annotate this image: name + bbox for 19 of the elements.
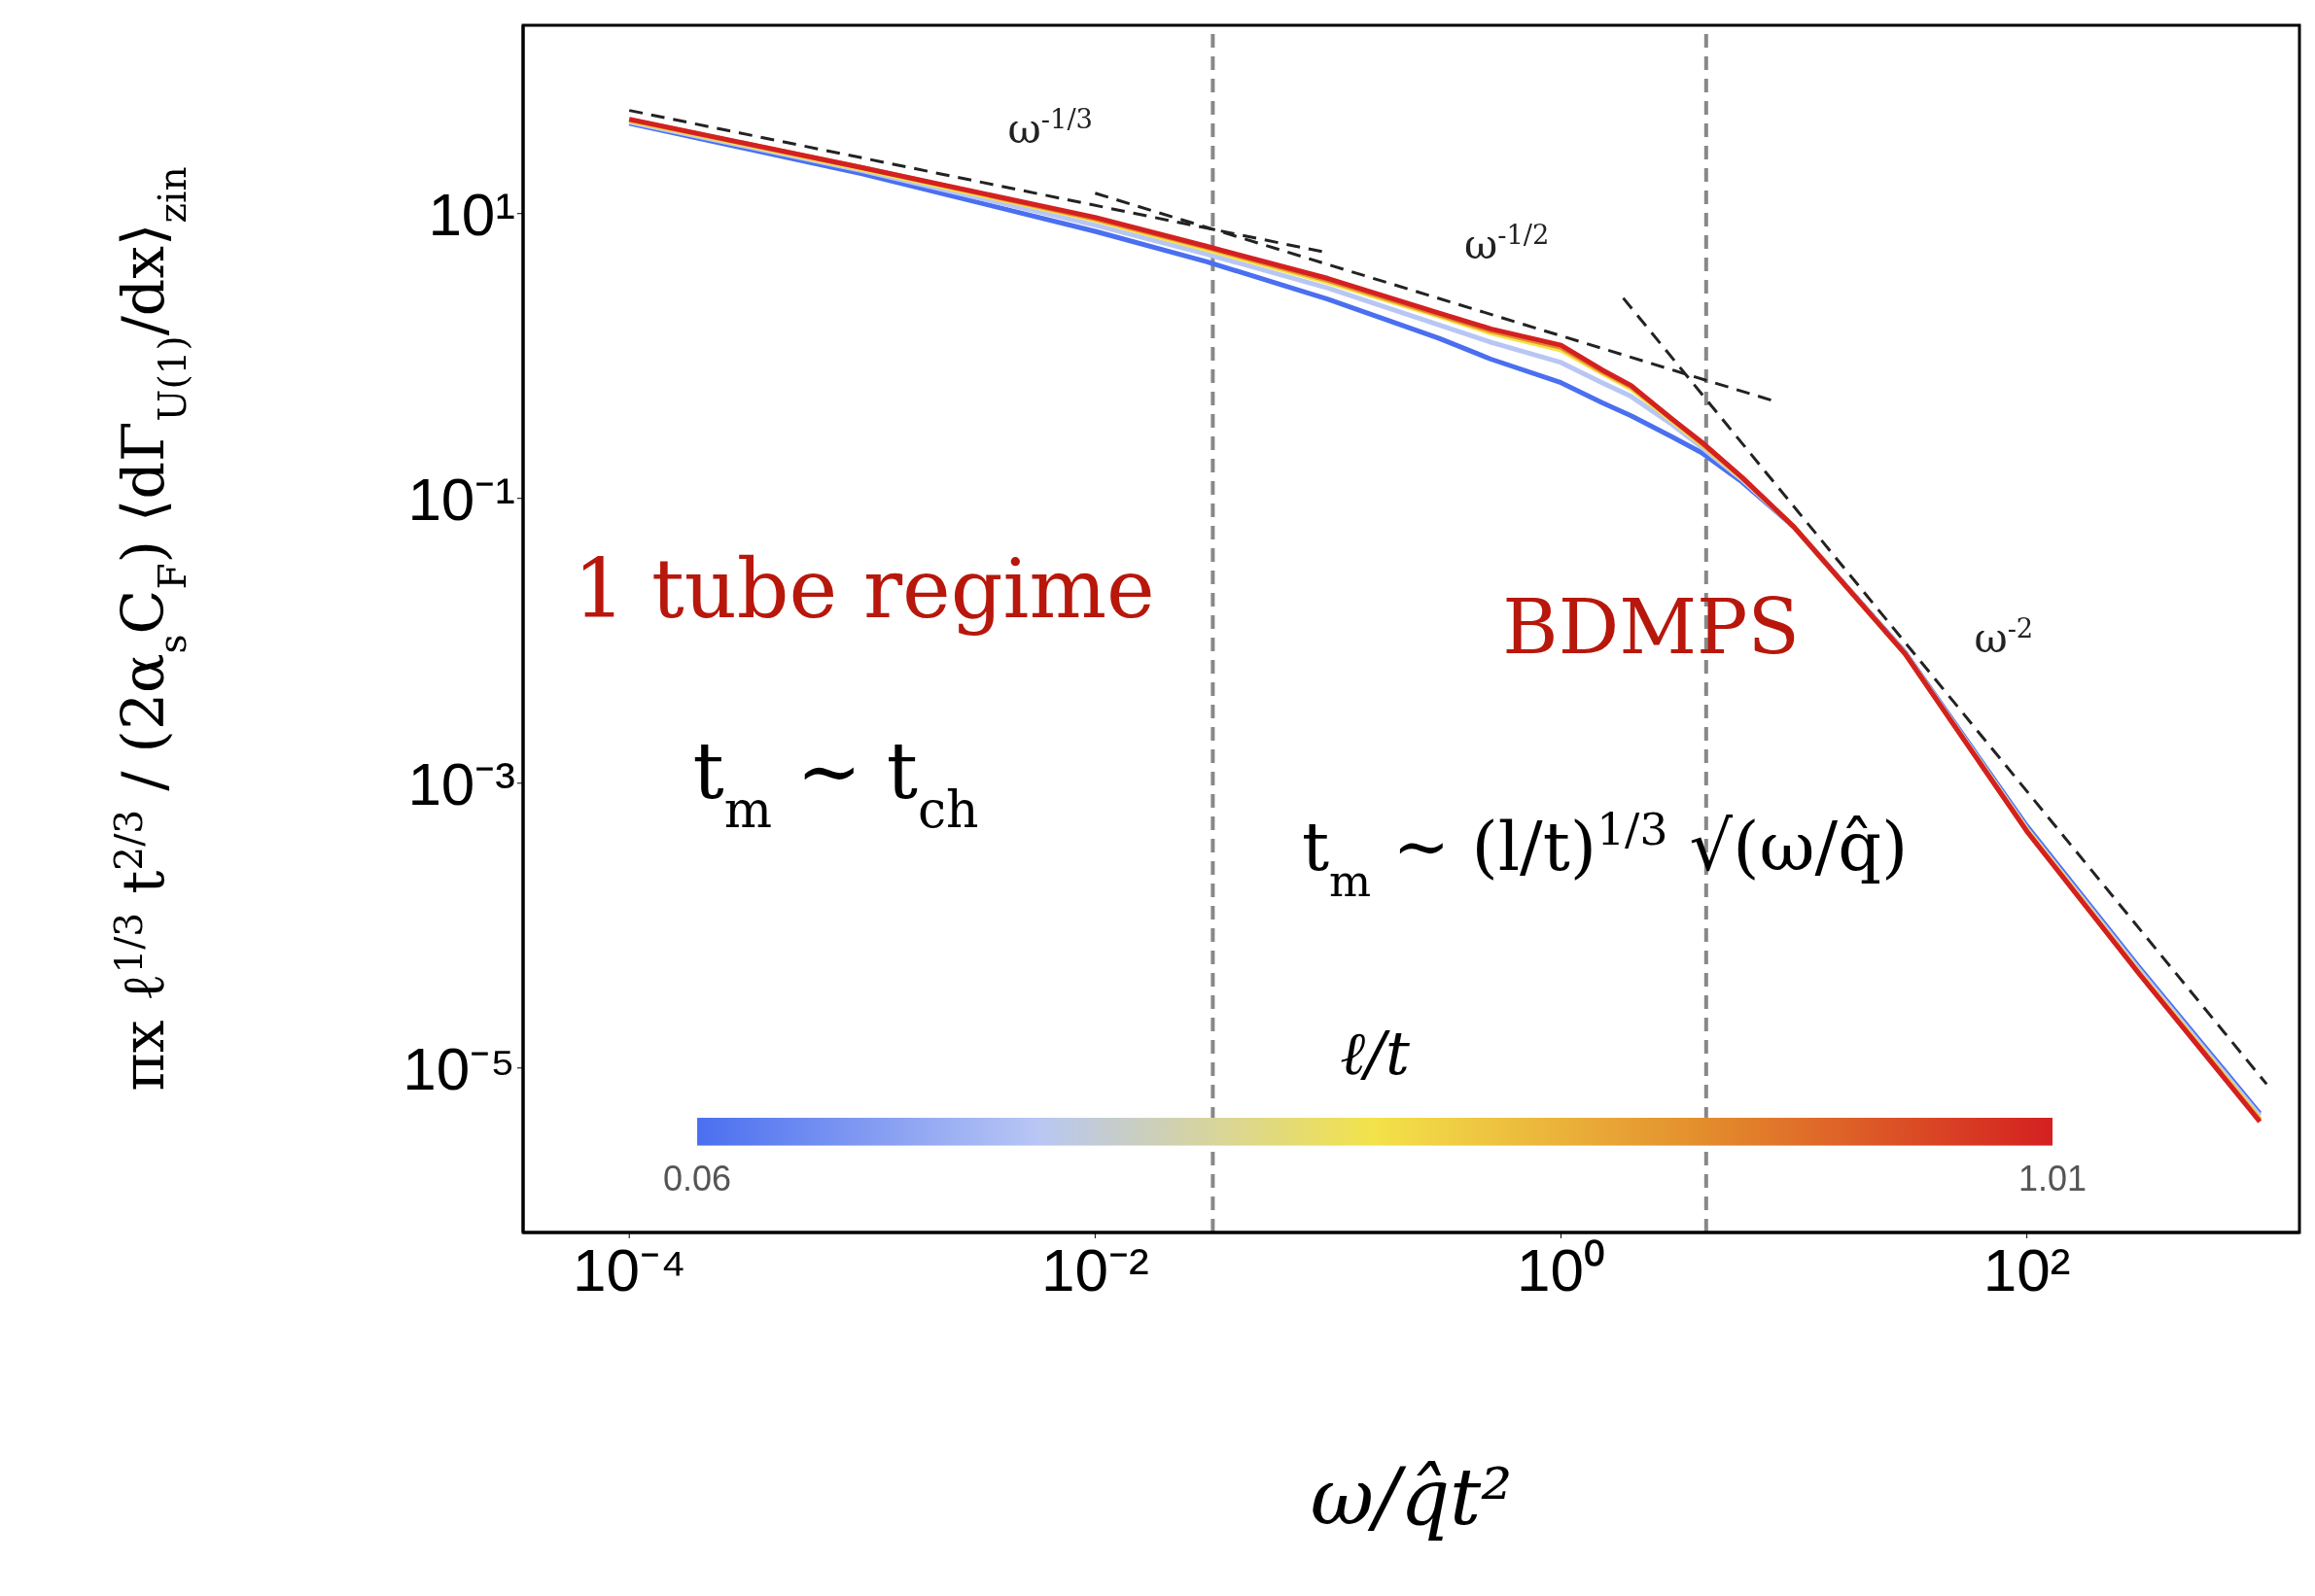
annotation: 1.01 — [2018, 1158, 2087, 1198]
series-label: ω$^{-2}$ — [1974, 612, 2034, 663]
annotation: t$_{m}$ ∼ (l/t)$^{1/3}$ √(ω/q̂) — [1301, 803, 1909, 907]
x-tick-label: 10⁻⁴ — [572, 1236, 686, 1304]
annotation: 1 tube regime — [573, 540, 1155, 637]
x-tick-label: 10⁰ — [1517, 1236, 1605, 1304]
annotation: BDMPS — [1502, 582, 1800, 671]
x-axis-title: ω/q̂t² — [1310, 1452, 1513, 1543]
x-tick-label: 10⁻² — [1041, 1236, 1149, 1304]
y-tick-label: 10⁻⁵ — [403, 1034, 515, 1102]
y-tick-label: 10¹ — [428, 180, 515, 248]
annotation: t$_{m}$ ∼ t$_{ch}$ — [692, 725, 979, 839]
series-label: ω$^{-1/2}$ — [1464, 219, 1550, 268]
series-label: ω$^{-1/3}$ — [1007, 103, 1093, 153]
color-bar-title: ℓ/t — [1340, 1018, 1410, 1090]
y-tick-label: 10⁻¹ — [407, 465, 515, 533]
x-tick-label: 10² — [1982, 1236, 2071, 1304]
y-tick-label: 10⁻³ — [407, 749, 515, 817]
annotation: 0.06 — [663, 1158, 732, 1198]
